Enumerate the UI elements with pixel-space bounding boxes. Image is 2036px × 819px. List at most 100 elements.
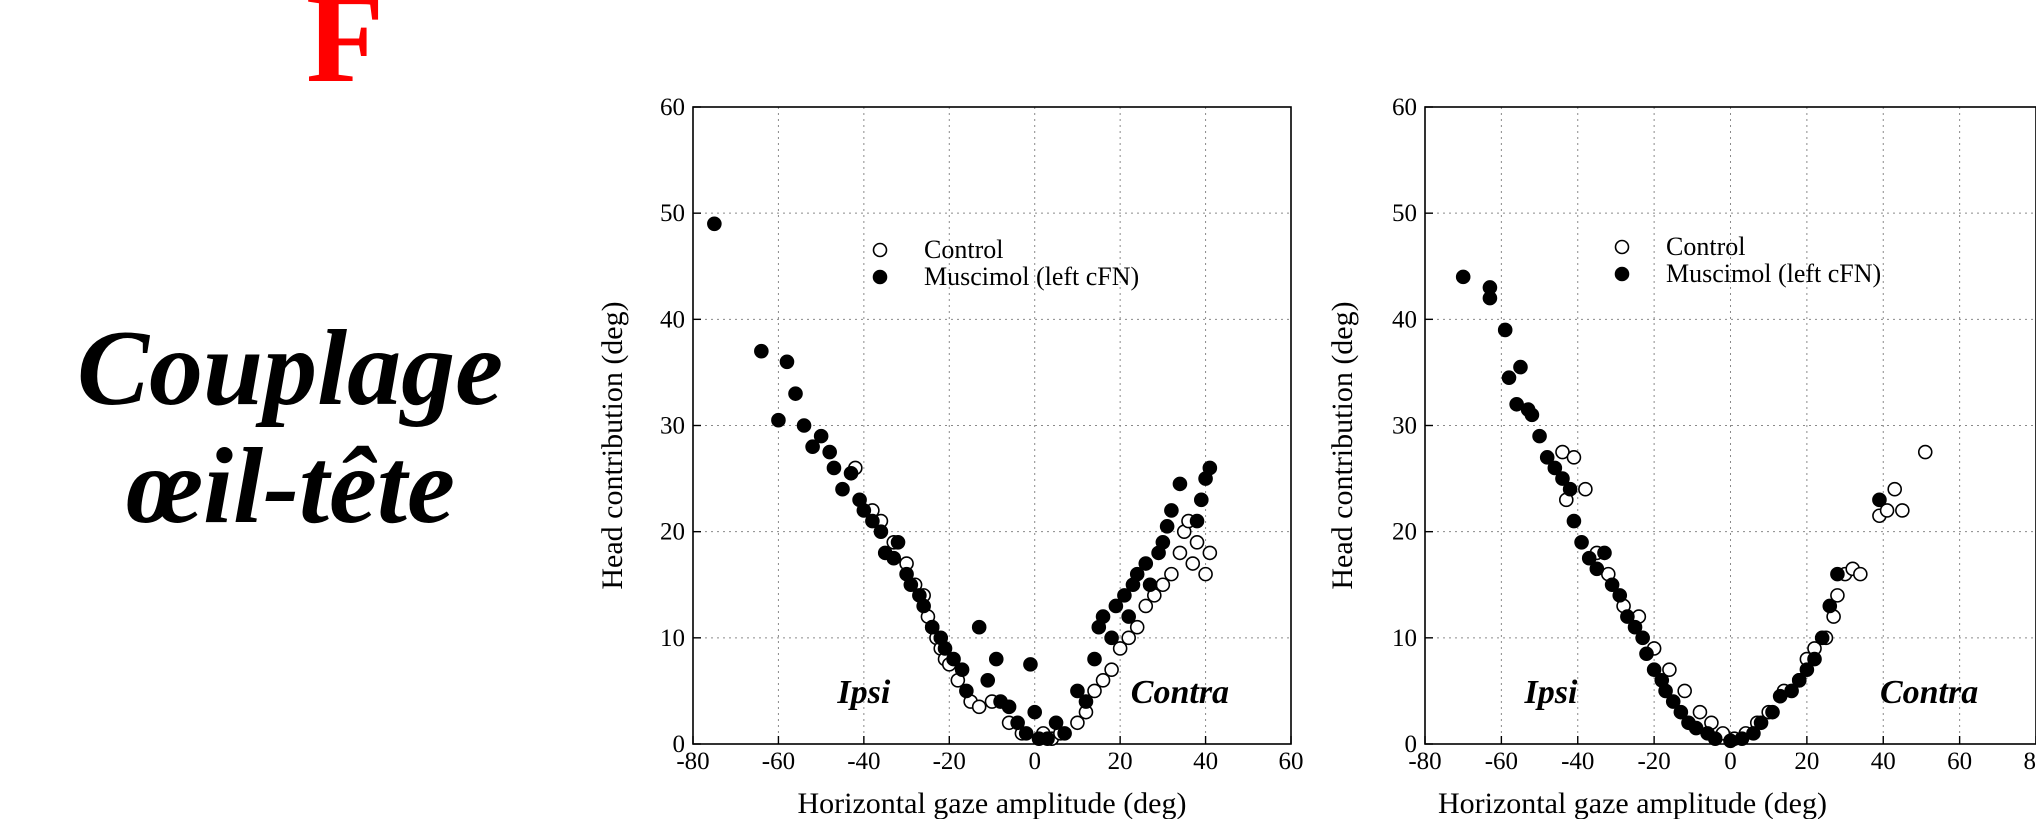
muscimol-point [1547, 460, 1563, 476]
muscimol-point [924, 619, 940, 635]
legend-marker [1614, 239, 1630, 255]
x-tick-label: 20 [1108, 748, 1133, 775]
slide-title-line-1: Couplage [76, 309, 504, 428]
control-point [971, 699, 987, 715]
muscimol-point [1830, 566, 1845, 582]
muscimol-point [843, 465, 859, 481]
chart-1: -80 -60 -40 -20 0 20 40 60 0 10 20 30 40 50 60 Horizont… [596, 94, 1304, 819]
control-point [1917, 444, 1933, 460]
control-point [1164, 566, 1179, 582]
muscimol-point [1172, 476, 1188, 492]
muscimol-point [1497, 322, 1513, 338]
muscimol-point [1620, 609, 1635, 624]
muscimol-point [1807, 651, 1822, 667]
x-tick-label: -80 [1408, 748, 1441, 775]
muscimol-point [1814, 630, 1830, 646]
y-tick-label: 20 [660, 519, 685, 546]
legend-label: Control [1666, 232, 1745, 261]
muscimol-point [1070, 683, 1085, 699]
legend-marker [872, 269, 888, 285]
muscimol-point [1532, 428, 1547, 444]
y-axis-label: Head contribution (deg) [596, 301, 629, 589]
muscimol-point [1707, 731, 1723, 746]
y-tick-label: 50 [660, 200, 685, 227]
muscimol-point [1040, 731, 1055, 746]
muscimol-point [865, 513, 880, 529]
muscimol-point [1765, 704, 1780, 720]
muscimol-point [1164, 503, 1179, 518]
muscimol-point [796, 418, 812, 433]
annotation-contra: Contra [1131, 674, 1229, 711]
muscimol-point [1202, 460, 1218, 476]
muscimol-point [1104, 630, 1119, 646]
muscimol-point [886, 550, 902, 566]
muscimol-point [937, 641, 953, 656]
x-tick-label: -60 [1485, 748, 1518, 775]
muscimol-point [1155, 534, 1171, 550]
x-tick-label: 40 [1871, 748, 1896, 775]
control-point [1138, 598, 1154, 614]
muscimol-point [1018, 726, 1034, 741]
control-point [1879, 503, 1895, 518]
muscimol-point [1087, 651, 1102, 667]
x-axis-label: Horizontal gaze amplitude (deg) [797, 787, 1186, 819]
muscimol-point [1078, 694, 1094, 709]
muscimol-point [1872, 492, 1887, 508]
y-tick-label: 20 [1392, 519, 1417, 546]
muscimol-point [1784, 683, 1799, 699]
x-tick-label: 80 [2024, 748, 2036, 775]
control-point [1198, 566, 1213, 582]
slide-letter: F [306, 0, 385, 109]
muscimol-point [1117, 588, 1132, 603]
muscimol-point [1455, 269, 1471, 285]
control-point [1662, 662, 1677, 677]
muscimol-point [1746, 726, 1761, 741]
series-muscimol [1455, 269, 1887, 749]
muscimol-point [805, 439, 820, 455]
muscimol-point [813, 428, 829, 444]
muscimol-point [826, 460, 842, 476]
y-axis-label: Head contribution (deg) [1326, 301, 1359, 589]
muscimol-point [1799, 662, 1815, 677]
muscimol-point [1095, 609, 1111, 624]
muscimol-point [1513, 359, 1528, 375]
control-point [1087, 683, 1102, 699]
muscimol-point [1539, 450, 1555, 465]
chart-2: -80 -60 -40 -20 0 20 40 60 80 0 10 20 30 40 50 60 Horizo… [1326, 94, 2036, 819]
muscimol-point [1023, 657, 1038, 672]
muscimol-point [1791, 672, 1807, 688]
legend-label: Muscimol (left cFN) [1666, 259, 1881, 288]
x-tick-label: -20 [1637, 748, 1670, 775]
muscimol-point [1189, 513, 1205, 529]
control-point [1121, 630, 1136, 646]
muscimol-point [1597, 545, 1612, 561]
muscimol-point [1027, 704, 1043, 720]
muscimol-point [1589, 561, 1605, 577]
control-point [1895, 503, 1910, 518]
x-tick-label: 60 [1947, 748, 1972, 775]
muscimol-point [1646, 662, 1662, 677]
muscimol-point [1574, 534, 1589, 550]
muscimol-point [822, 444, 837, 460]
muscimol-point [1566, 513, 1582, 529]
muscimol-point [1753, 715, 1769, 731]
y-tick-label: 10 [660, 625, 685, 652]
muscimol-point [1581, 550, 1597, 566]
x-tick-label: -60 [762, 748, 795, 775]
muscimol-point [1822, 598, 1838, 614]
y-tick-label: 40 [660, 306, 685, 333]
muscimol-point [1010, 715, 1025, 731]
control-point [1112, 641, 1128, 656]
muscimol-point [1612, 588, 1628, 603]
muscimol-point [946, 651, 961, 667]
y-tick-label: 30 [660, 413, 685, 440]
muscimol-point [903, 577, 919, 593]
slide-title: Couplage œil-tête [20, 310, 560, 546]
muscimol-point [707, 216, 722, 232]
control-point [1172, 545, 1188, 561]
muscimol-point [1121, 609, 1136, 624]
annotation-contra: Contra [1880, 674, 1978, 711]
muscimol-point [779, 354, 795, 370]
